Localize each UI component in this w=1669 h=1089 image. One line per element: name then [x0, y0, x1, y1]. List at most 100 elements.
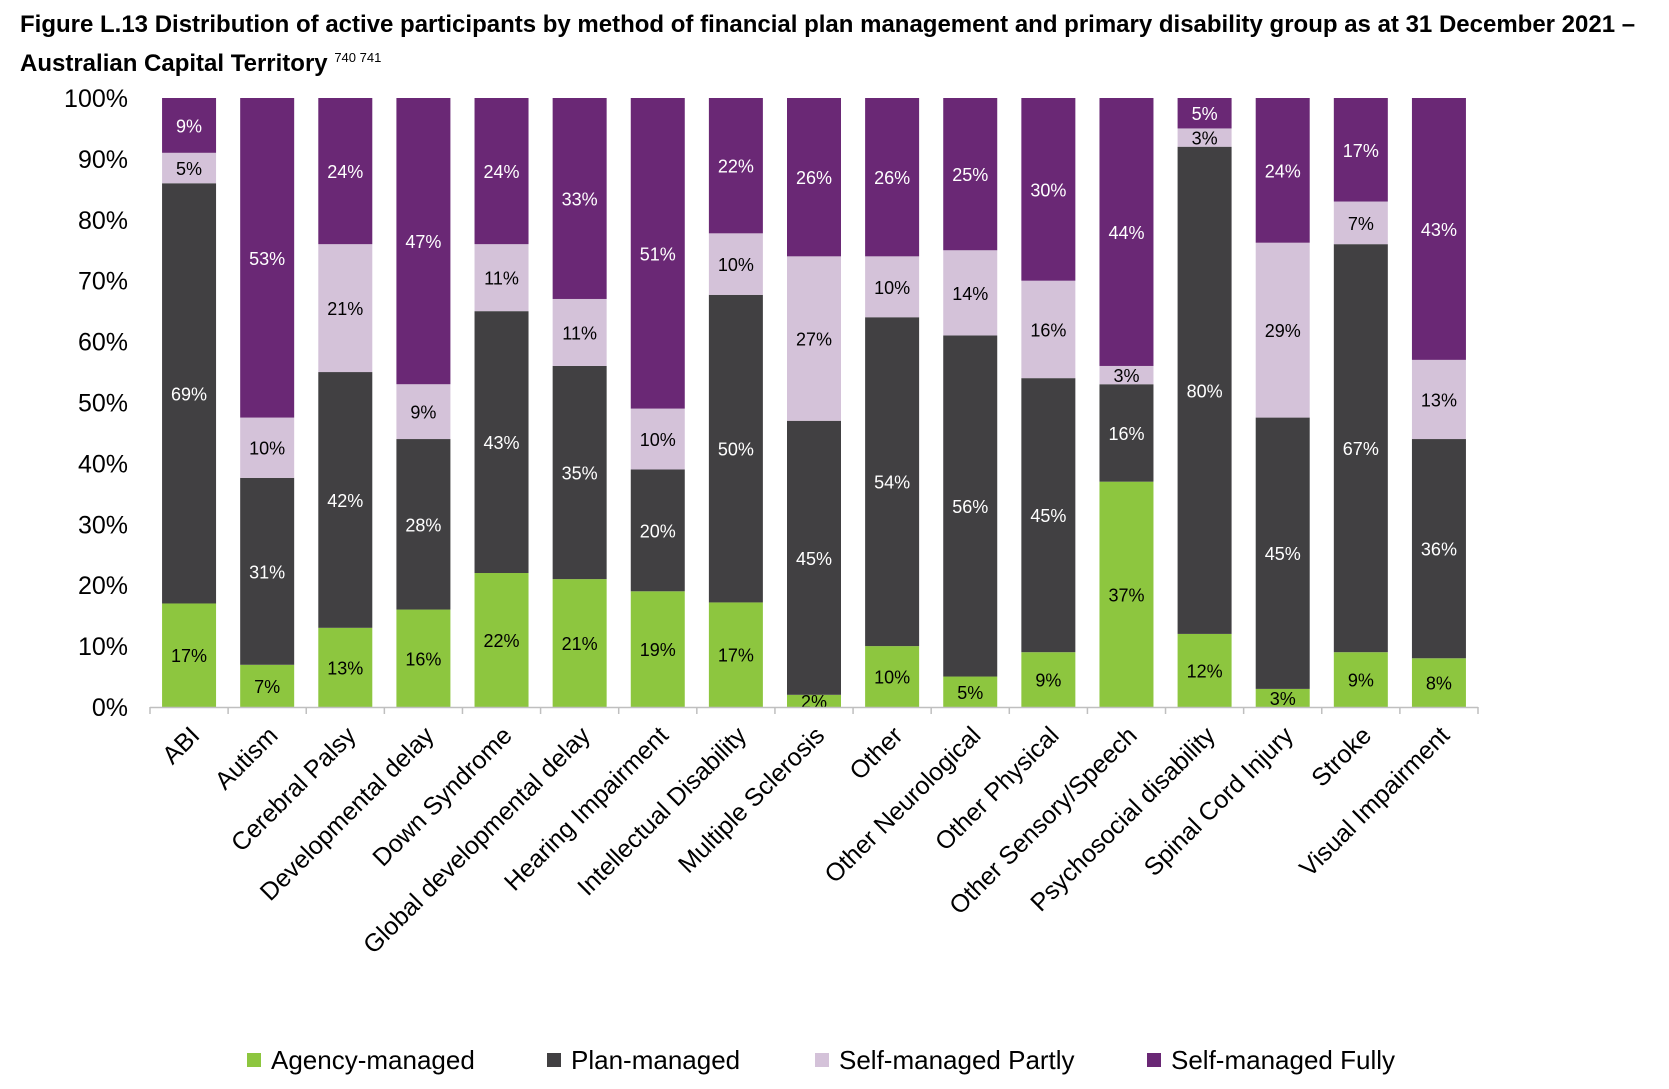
- data-label-agency-managed-abi: 17%: [171, 646, 207, 666]
- bar-segment-plan-managed-global-developmental-delay: [552, 365, 607, 580]
- bar-segment-self-managed-partly-visual-impairment: [1411, 359, 1466, 440]
- bar-segment-self-managed-fully-spinal-cord-injury: [1255, 98, 1310, 243]
- bar-segment-self-managed-fully-hearing-impairment: [630, 98, 685, 409]
- bar-segment-plan-managed-other-physical: [1021, 378, 1076, 653]
- bar-segment-agency-managed-hearing-impairment: [630, 591, 685, 707]
- bar-segment-agency-managed-multiple-sclerosis: [787, 694, 841, 707]
- data-label-self-managed-fully-intellectual-disability: 22%: [718, 157, 754, 177]
- bar-segment-agency-managed-other-physical: [1021, 652, 1076, 707]
- data-label-plan-managed-cerebral-palsy: 42%: [327, 491, 363, 511]
- bar-segment-plan-managed-stroke: [1333, 244, 1388, 653]
- data-label-agency-managed-down-syndrome: 22%: [484, 631, 520, 651]
- bar-segment-self-managed-partly-other-neurological: [943, 250, 998, 336]
- legend-swatch-self-managed-fully: [1147, 1053, 1161, 1067]
- data-label-self-managed-fully-other-sensory-speech: 44%: [1108, 223, 1144, 243]
- data-label-self-managed-fully-psychosocial-disability: 5%: [1192, 104, 1218, 124]
- bars-area: [162, 98, 1466, 707]
- bar-segment-agency-managed-spinal-cord-injury: [1255, 688, 1310, 707]
- legend-label-agency-managed: Agency-managed: [271, 1044, 475, 1075]
- data-label-plan-managed-global-developmental-delay: 35%: [562, 464, 598, 484]
- bar-segment-self-managed-fully-abi: [162, 98, 217, 153]
- x-category-label-abi: ABI: [157, 721, 205, 769]
- data-label-self-managed-fully-down-syndrome: 24%: [484, 162, 520, 182]
- data-label-self-managed-fully-multiple-sclerosis: 26%: [796, 168, 832, 188]
- bar-segment-plan-managed-other-sensory-speech: [1099, 384, 1154, 482]
- bar-segment-plan-managed-hearing-impairment: [630, 469, 685, 592]
- bar-segment-agency-managed-intellectual-disability: [708, 602, 763, 707]
- bar-segment-plan-managed-psychosocial-disability: [1177, 146, 1232, 634]
- bar-segment-agency-managed-stroke: [1333, 652, 1388, 707]
- x-axis-ticks: [149, 707, 1479, 714]
- bar-segment-agency-managed-other: [865, 646, 920, 707]
- y-tick-label: 70%: [78, 268, 128, 296]
- x-category-label-autism: Autism: [210, 721, 284, 795]
- x-category-label-other: Other: [844, 721, 908, 785]
- data-label-self-managed-fully-hearing-impairment: 51%: [640, 244, 676, 264]
- data-label-self-managed-partly-other-sensory-speech: 3%: [1113, 366, 1139, 386]
- y-tick-label: 90%: [78, 146, 128, 174]
- data-label-agency-managed-other-sensory-speech: 37%: [1108, 585, 1144, 605]
- bar-segment-agency-managed-other-neurological: [943, 676, 998, 707]
- data-label-plan-managed-other-sensory-speech: 16%: [1108, 424, 1144, 444]
- bar-segment-self-managed-partly-down-syndrome: [474, 244, 529, 312]
- bar-segment-plan-managed-other: [865, 317, 920, 647]
- data-label-self-managed-fully-autism: 53%: [249, 249, 285, 269]
- legend-swatch-agency-managed: [247, 1053, 261, 1067]
- bar-segment-plan-managed-abi: [162, 183, 217, 604]
- y-tick-label: 40%: [78, 450, 128, 478]
- bar-segment-agency-managed-global-developmental-delay: [552, 579, 607, 707]
- bar-segment-plan-managed-autism: [240, 477, 295, 665]
- bar-segment-agency-managed-visual-impairment: [1411, 658, 1466, 707]
- bar-segment-self-managed-partly-hearing-impairment: [630, 408, 685, 470]
- bar-segment-agency-managed-psychosocial-disability: [1177, 633, 1232, 707]
- data-label-plan-managed-developmental-delay: 28%: [405, 515, 441, 535]
- bar-segment-self-managed-fully-multiple-sclerosis: [787, 98, 841, 257]
- data-label-self-managed-fully-cerebral-palsy: 24%: [327, 162, 363, 182]
- data-label-self-managed-fully-other-neurological: 25%: [952, 165, 988, 185]
- x-category-label-down-syndrome: Down Syndrome: [367, 721, 517, 871]
- bar-segment-self-managed-partly-developmental-delay: [396, 384, 451, 440]
- data-label-self-managed-partly-multiple-sclerosis: 27%: [796, 330, 832, 350]
- x-category-label-stroke: Stroke: [1306, 721, 1377, 792]
- bar-segment-self-managed-fully-down-syndrome: [474, 98, 529, 245]
- bar-segment-agency-managed-down-syndrome: [474, 573, 529, 707]
- stacked-bar-chart: 0% 10% 20% 30% 40% 50% 60% 70% 80% 90% 100% 17% 69%…: [64, 85, 1479, 959]
- legend-swatch-plan-managed: [547, 1053, 561, 1067]
- chart-title-text: Figure L.13 Distribution of active parti…: [20, 11, 1636, 77]
- data-label-self-managed-partly-spinal-cord-injury: 29%: [1265, 321, 1301, 341]
- data-label-self-managed-fully-other-physical: 30%: [1030, 180, 1066, 200]
- bar-segment-self-managed-partly-abi: [162, 152, 217, 184]
- legend-swatch-self-managed-partly: [815, 1053, 829, 1067]
- bar-segment-self-managed-partly-spinal-cord-injury: [1255, 242, 1310, 418]
- bar-segment-self-managed-partly-multiple-sclerosis: [787, 256, 841, 421]
- bar-segment-self-managed-partly-global-developmental-delay: [552, 298, 607, 366]
- data-label-self-managed-fully-other: 26%: [874, 168, 910, 188]
- data-label-self-managed-partly-other-neurological: 14%: [952, 284, 988, 304]
- legend-item-agency-managed: Agency-managed: [247, 1040, 475, 1080]
- data-label-plan-managed-autism: 31%: [249, 562, 285, 582]
- bar-segment-self-managed-partly-psychosocial-disability: [1177, 128, 1232, 147]
- legend-label-plan-managed: Plan-managed: [571, 1044, 741, 1075]
- data-label-agency-managed-visual-impairment: 8%: [1426, 674, 1452, 694]
- bar-segment-plan-managed-spinal-cord-injury: [1255, 417, 1310, 689]
- bar-segment-plan-managed-developmental-delay: [396, 439, 451, 610]
- chart-title-footnote-refs: 740 741: [334, 50, 382, 65]
- bar-segment-plan-managed-multiple-sclerosis: [787, 420, 841, 695]
- data-label-agency-managed-global-developmental-delay: 21%: [562, 634, 598, 654]
- data-label-agency-managed-other-physical: 9%: [1035, 671, 1061, 691]
- data-label-self-managed-partly-hearing-impairment: 10%: [640, 430, 676, 450]
- bar-segment-self-managed-fully-other-physical: [1021, 98, 1076, 281]
- data-label-agency-managed-psychosocial-disability: 12%: [1187, 661, 1223, 681]
- data-label-self-managed-partly-abi: 5%: [176, 159, 202, 179]
- y-tick-label: 20%: [78, 572, 128, 600]
- data-label-agency-managed-spinal-cord-injury: 3%: [1270, 689, 1296, 709]
- segment-labels: 17% 69% 5% 9% 7% 31% 10% 53% 13% 42% 21% 24% 16% 28% 9…: [171, 104, 1457, 712]
- data-label-self-managed-partly-global-developmental-delay: 11%: [562, 323, 597, 343]
- bar-segment-self-managed-partly-cerebral-palsy: [318, 244, 373, 373]
- y-tick-label: 0%: [92, 694, 128, 722]
- data-label-agency-managed-developmental-delay: 16%: [405, 649, 441, 669]
- y-tick-label: 10%: [78, 633, 128, 661]
- data-label-plan-managed-multiple-sclerosis: 45%: [796, 549, 832, 569]
- bar-segment-self-managed-partly-stroke: [1333, 201, 1388, 245]
- bar-segment-plan-managed-visual-impairment: [1411, 439, 1466, 659]
